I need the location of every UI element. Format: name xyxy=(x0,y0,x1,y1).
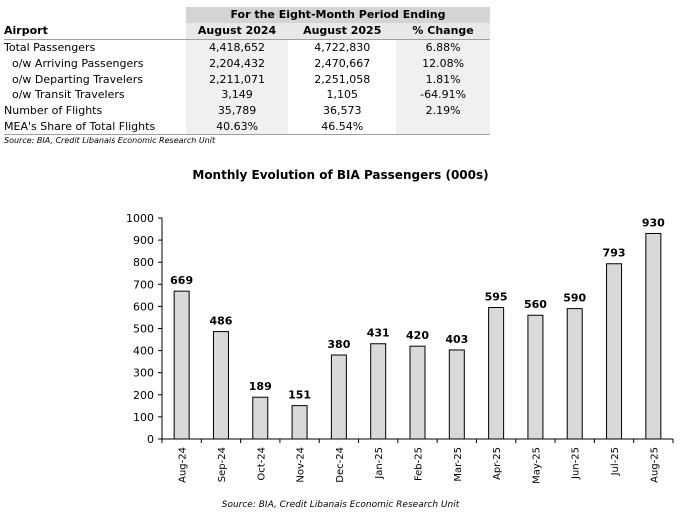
cell-change xyxy=(396,118,490,136)
bar xyxy=(330,354,347,440)
data-label: 420 xyxy=(406,329,429,342)
data-label: 486 xyxy=(209,315,232,328)
data-label: 590 xyxy=(563,292,586,305)
x-tick-label: May-25 xyxy=(531,447,542,484)
bar xyxy=(173,290,190,440)
data-label: 793 xyxy=(603,247,626,260)
y-tick-label: 0 xyxy=(147,433,154,446)
data-label: 930 xyxy=(642,216,665,229)
x-tick-label: Dec-24 xyxy=(335,447,346,483)
cell-2025: 46.54% xyxy=(288,118,397,136)
cell-2024: 4,418,652 xyxy=(185,39,289,56)
col-header-2024: August 2024 xyxy=(185,22,289,40)
data-label: 595 xyxy=(485,291,508,304)
cell-2024: 40.63% xyxy=(185,118,289,136)
table-row: Total Passengers 4,418,652 4,722,830 6.8… xyxy=(4,39,490,56)
bar xyxy=(527,314,544,440)
bar xyxy=(291,405,308,440)
bar xyxy=(409,345,426,440)
x-tick-label: Sep-24 xyxy=(217,447,228,482)
cell-2025: 2,470,667 xyxy=(314,56,371,70)
data-label: 669 xyxy=(170,274,193,287)
cell-change: 6.88% xyxy=(396,39,490,56)
cell-2025: 4,722,830 xyxy=(314,40,371,54)
x-tick-label: Jul-25 xyxy=(610,447,621,476)
y-tick-label: 200 xyxy=(133,389,154,402)
table-header-row: Airport August 2024 August 2025 % Change xyxy=(4,22,490,40)
data-label: 380 xyxy=(327,338,350,351)
cell-change: 1.81% xyxy=(396,71,490,87)
table-row: o/w Departing Travelers 2,211,071 2,251,… xyxy=(4,71,490,87)
x-tick-label: Aug-24 xyxy=(178,447,189,483)
y-tick-label: 800 xyxy=(133,256,154,269)
row-label: o/w Transit Travelers xyxy=(12,88,125,102)
row-label: Total Passengers xyxy=(4,40,96,54)
x-tick-label: Jan-25 xyxy=(374,447,385,480)
col-header-change: % Change xyxy=(396,22,490,40)
cell-change: 12.08% xyxy=(396,55,490,72)
data-label: 151 xyxy=(288,389,311,402)
y-tick-label: 900 xyxy=(133,234,154,247)
bar xyxy=(606,263,623,440)
row-label: MEA's Share of Total Flights xyxy=(4,118,186,136)
cell-2024: 3,149 xyxy=(185,86,289,103)
row-label: Number of Flights xyxy=(4,104,103,118)
y-tick-label: 100 xyxy=(133,411,154,424)
data-label: 560 xyxy=(524,298,547,311)
x-tick-label: Mar-25 xyxy=(453,447,464,482)
airport-stats-table: For the Eight-Month Period Ending Airpor… xyxy=(4,7,490,136)
x-tick-label: Nov-24 xyxy=(296,447,307,483)
row-label: o/w Arriving Passengers xyxy=(12,56,144,70)
table-row: MEA's Share of Total Flights 40.63% 46.5… xyxy=(4,118,490,136)
x-tick-label: Aug-25 xyxy=(649,447,660,483)
data-label: 403 xyxy=(445,333,468,346)
x-tick-label: Feb-25 xyxy=(414,447,425,481)
bar xyxy=(252,396,269,440)
y-tick-label: 400 xyxy=(133,345,154,358)
chart-title: Monthly Evolution of BIA Passengers (000… xyxy=(192,168,489,182)
bar xyxy=(448,349,465,440)
bar xyxy=(212,331,229,440)
table-row: o/w Transit Travelers 3,149 1,105 -64.91… xyxy=(4,86,490,103)
bar xyxy=(566,308,583,440)
cell-2024: 2,211,071 xyxy=(185,71,289,87)
bar xyxy=(645,232,662,440)
y-tick-label: 1000 xyxy=(126,212,154,225)
col-header-2025: August 2025 xyxy=(288,22,397,40)
cell-2025: 2,251,058 xyxy=(314,72,371,86)
y-tick-label: 600 xyxy=(133,300,154,313)
chart-source-note: Source: BIA, Credit Libanais Economic Re… xyxy=(221,500,460,510)
cell-2024: 35,789 xyxy=(185,102,289,119)
y-tick-label: 700 xyxy=(133,278,154,291)
bar xyxy=(488,307,505,440)
x-tick-label: Jun-25 xyxy=(571,447,582,480)
data-label: 189 xyxy=(249,380,272,393)
cell-change: -64.91% xyxy=(396,86,490,103)
bar xyxy=(370,343,387,440)
y-tick-label: 300 xyxy=(133,367,154,380)
x-tick-label: Oct-24 xyxy=(256,447,267,481)
cell-2025: 1,105 xyxy=(326,88,358,102)
x-tick-label: Apr-25 xyxy=(492,447,503,480)
row-label: o/w Departing Travelers xyxy=(12,72,143,86)
table-row: o/w Arriving Passengers 2,204,432 2,470,… xyxy=(4,55,490,72)
cell-2024: 2,204,432 xyxy=(185,55,289,72)
data-label: 431 xyxy=(367,327,390,340)
table-row: Number of Flights 35,789 36,573 2.19% xyxy=(4,102,490,119)
period-title: For the Eight-Month Period Ending xyxy=(185,7,490,23)
cell-2025: 36,573 xyxy=(322,104,362,118)
cell-change: 2.19% xyxy=(396,102,490,119)
y-tick-label: 500 xyxy=(133,323,154,336)
table-source-note: Source: BIA, Credit Libanais Economic Re… xyxy=(4,136,216,145)
col-header-airport: Airport xyxy=(4,22,186,40)
